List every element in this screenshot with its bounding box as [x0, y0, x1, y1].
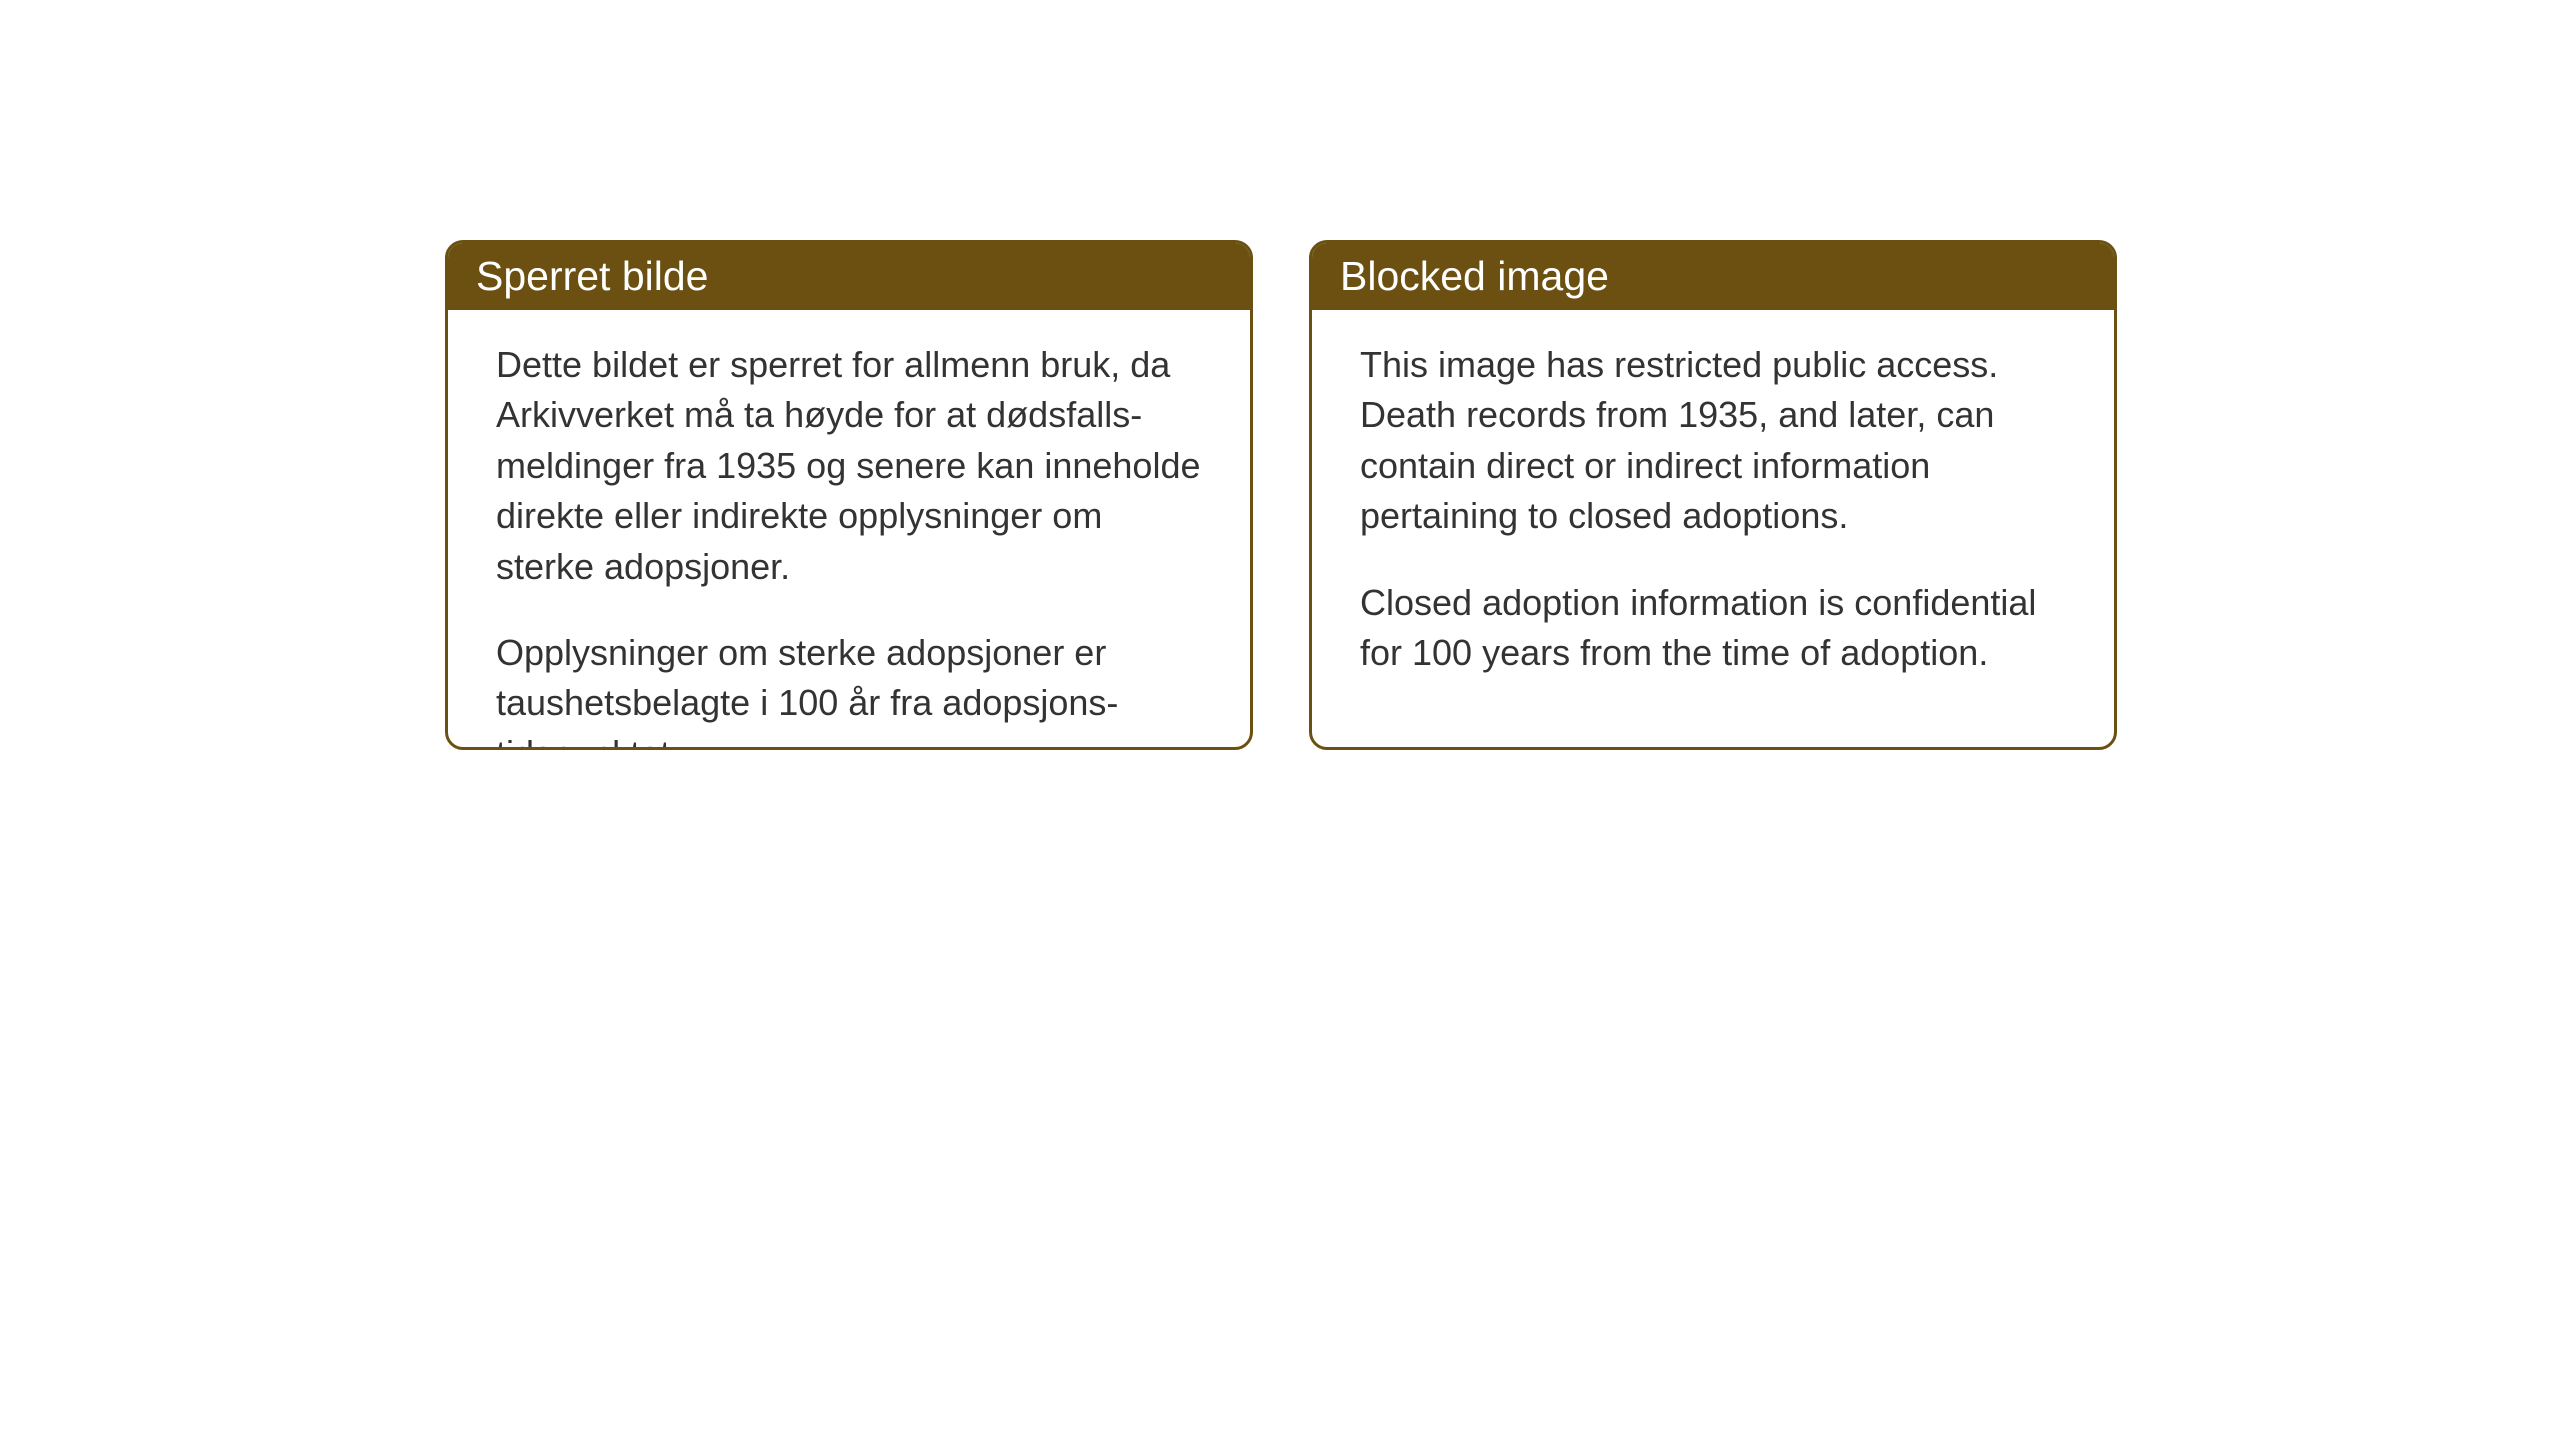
- notice-box-english: Blocked image This image has restricted …: [1309, 240, 2117, 750]
- notice-body-norwegian: Dette bildet er sperret for allmenn bruk…: [448, 310, 1250, 750]
- notice-paragraph-1-english: This image has restricted public access.…: [1360, 340, 2066, 542]
- notice-paragraph-2-norwegian: Opplysninger om sterke adopsjoner er tau…: [496, 628, 1202, 750]
- notice-body-english: This image has restricted public access.…: [1312, 310, 2114, 718]
- notice-paragraph-2-english: Closed adoption information is confident…: [1360, 578, 2066, 679]
- notice-box-norwegian: Sperret bilde Dette bildet er sperret fo…: [445, 240, 1253, 750]
- notice-paragraph-1-norwegian: Dette bildet er sperret for allmenn bruk…: [496, 340, 1202, 592]
- notice-title-english: Blocked image: [1312, 243, 2114, 310]
- notice-title-norwegian: Sperret bilde: [448, 243, 1250, 310]
- notice-container: Sperret bilde Dette bildet er sperret fo…: [445, 240, 2117, 750]
